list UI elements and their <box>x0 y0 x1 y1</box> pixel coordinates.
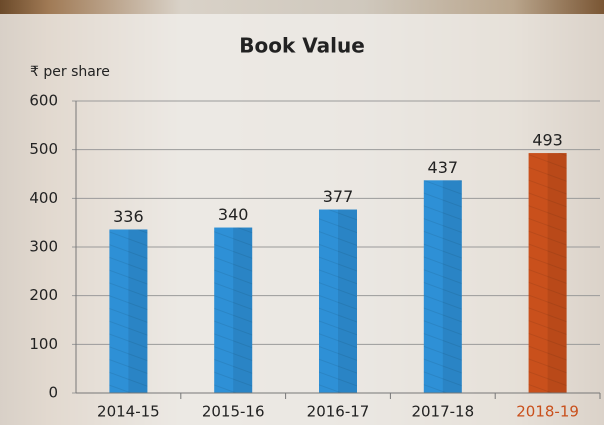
bar-texture <box>423 180 462 393</box>
value-label: 437 <box>428 158 459 177</box>
bar-shade <box>128 229 148 393</box>
y-tick-label: 600 <box>29 92 58 110</box>
y-tick-label: 300 <box>29 238 58 256</box>
x-tick-label: 2017-18 <box>411 403 474 421</box>
y-axis-label: ₹ per share <box>30 64 110 80</box>
bar-shade <box>338 209 357 393</box>
value-label: 377 <box>323 187 354 206</box>
value-label: 493 <box>532 131 563 150</box>
panel <box>0 14 604 425</box>
y-tick-label: 200 <box>29 286 58 304</box>
y-tick-label: 100 <box>29 335 58 353</box>
bar-shade <box>442 180 462 393</box>
value-label: 340 <box>218 205 249 224</box>
x-tick-label: 2018-19 <box>516 403 579 421</box>
bar-texture <box>528 153 567 393</box>
chart-title: Book Value <box>239 34 365 58</box>
bar-texture <box>109 229 148 393</box>
x-tick-label: 2015-16 <box>202 403 265 421</box>
bar-texture <box>214 227 253 393</box>
x-tick-label: 2014-15 <box>97 403 160 421</box>
y-tick-label: 500 <box>29 140 58 158</box>
value-label: 336 <box>113 207 144 226</box>
bar-shade <box>547 153 567 393</box>
y-tick-label: 0 <box>48 384 58 402</box>
y-tick-label: 400 <box>29 189 58 207</box>
x-tick-label: 2016-17 <box>307 403 370 421</box>
bar-shade <box>233 227 253 393</box>
bar-texture <box>319 209 357 393</box>
